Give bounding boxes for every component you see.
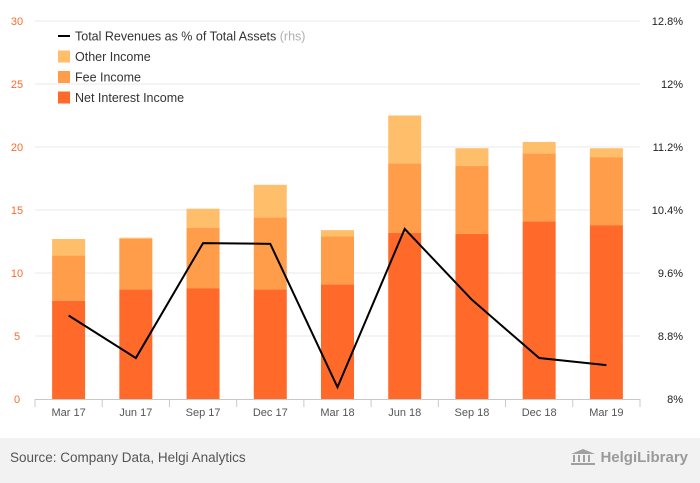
x-tick-label: Mar 18 [320,407,354,419]
y-left-tick-label: 0 [14,394,20,406]
legend-box-swatch [58,91,70,104]
x-tick-label: Jun 18 [388,407,421,419]
bar-segment [321,236,354,285]
bar-segment [455,148,489,166]
x-tick-label: Dec 17 [253,407,288,419]
bar-segment [186,227,220,289]
y-left-tick-label: 20 [11,142,23,154]
source-note: Source: Company Data, Helgi Analytics [10,450,246,465]
bar-segment [589,148,623,158]
legend-label: Net Interest Income [75,91,184,105]
bar-segment [321,230,354,237]
footer: Source: Company Data, Helgi Analytics He… [0,438,700,483]
bar-segment [522,141,556,154]
bar-segment [388,232,422,399]
bar-segment [186,208,220,228]
y-right-tick-label: 10.4% [652,205,683,217]
bar-segment [52,300,86,399]
legend-label: Total Revenues as % of Total Assets (rhs… [75,30,305,44]
bar-segment [119,237,153,239]
bar-segment [119,289,153,399]
bar-segment [589,157,623,226]
y-right-tick-label: 8.8% [658,331,683,343]
bar-segment [455,233,489,399]
x-tick-label: Mar 17 [51,407,85,419]
y-left-tick-label: 30 [11,16,23,28]
x-tick-label: Jun 17 [119,407,152,419]
bar-segment [52,255,86,301]
library-building-icon [571,449,596,465]
bar-segment [455,165,489,234]
bar-segment [522,153,556,222]
y-left-tick-label: 25 [11,79,23,91]
helgi-library-logo[interactable]: HelgiLibrary [570,448,688,466]
x-tick-label: Dec 18 [522,407,557,419]
x-tick-label: Mar 19 [589,407,623,419]
bar-segment [522,221,556,399]
bar-segment [186,288,220,399]
bar-segment [589,225,623,399]
bar-segment [388,163,422,233]
y-right-tick-label: 11.2% [653,142,684,154]
y-right-tick-label: 9.6% [658,268,683,280]
legend-label: Fee Income [75,71,141,85]
chart: 0 5 10 15 20 25 30 8% 8.8% 9.6% 10.4% 11.2% 12% 12.8%… [11,16,684,419]
bar-segment [253,184,287,218]
legend-box-swatch [58,50,70,63]
bar-segment [119,238,153,290]
legend-label-suffix: (rhs) [276,30,305,44]
legend-box-swatch [58,71,70,83]
y-right-tick-label: 12.8% [652,16,683,28]
revenue-ratio-line [68,227,607,390]
x-tick-label: Sep 17 [186,407,221,419]
bar-segment [253,289,287,399]
bar-segment [321,284,354,399]
bar-segment [388,115,422,164]
y-left-tick-label: 5 [14,331,20,343]
x-tick-label: Sep 18 [455,407,490,419]
bar-segment [253,217,287,290]
y-right-tick-label: 8% [667,394,683,406]
logo-text: HelgiLibrary [600,448,688,466]
y-left-tick-label: 10 [11,268,23,280]
bar-segment [52,238,86,256]
legend-label: Other Income [75,50,151,64]
y-right-tick-label: 12% [661,79,683,91]
y-left-tick-label: 15 [11,205,23,217]
